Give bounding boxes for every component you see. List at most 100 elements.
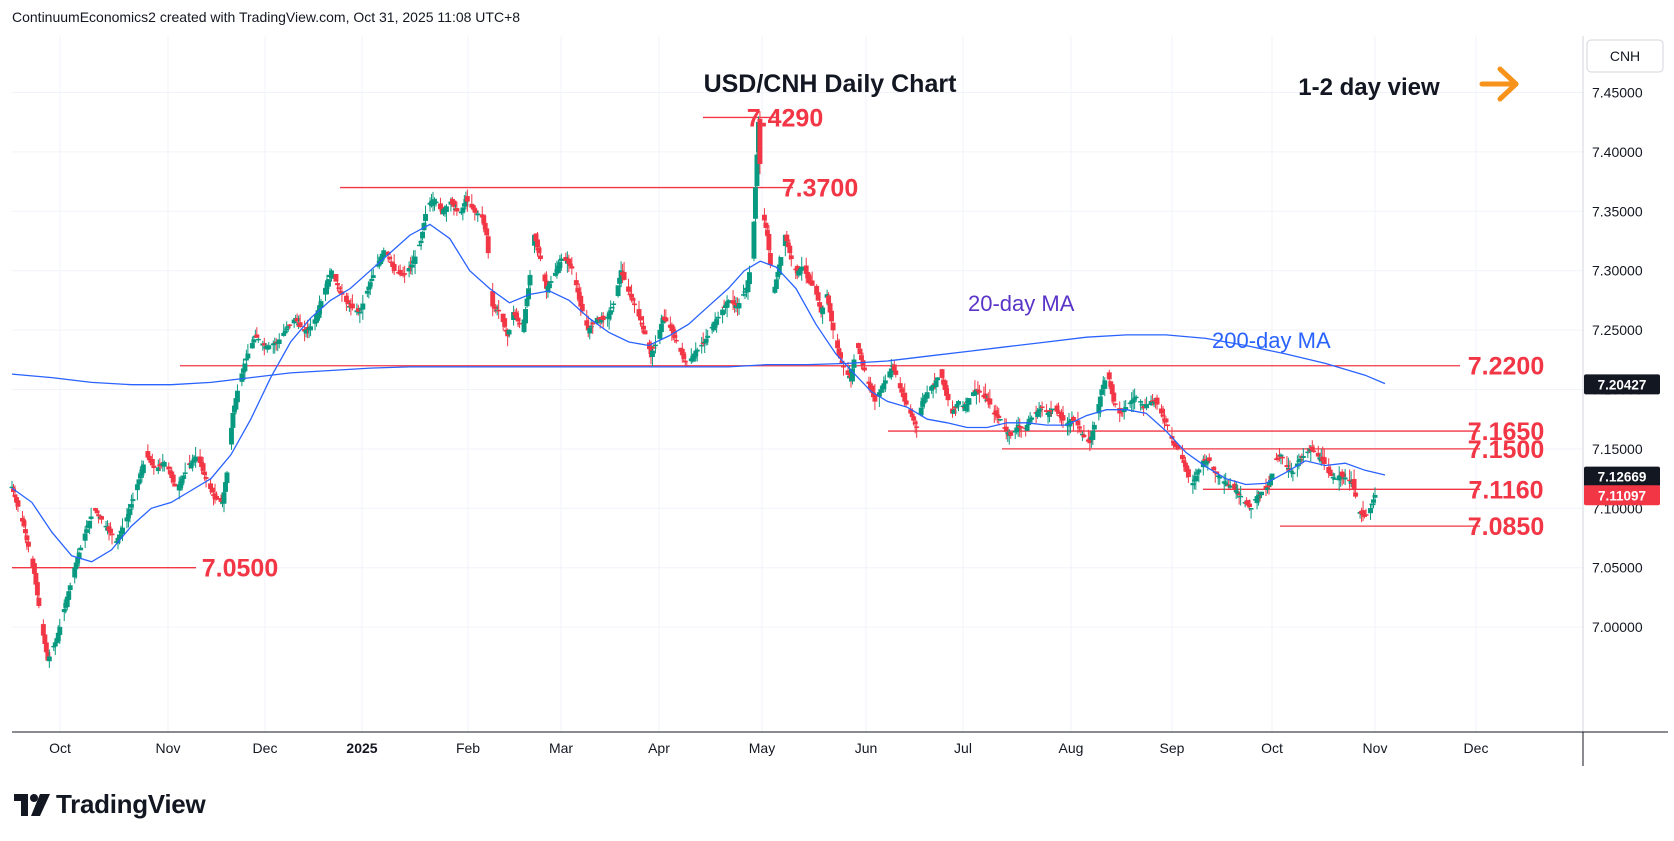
candle-body — [857, 348, 863, 355]
candle-body — [558, 258, 564, 261]
candle-body — [420, 231, 425, 239]
candle-body — [387, 256, 393, 260]
candle-body — [799, 266, 805, 271]
candle-body — [761, 214, 767, 221]
level-label: 7.1160 — [1468, 476, 1543, 504]
candle-body — [87, 520, 93, 529]
candle-body — [409, 264, 415, 268]
candle-body — [672, 334, 678, 338]
candle-body — [1259, 491, 1264, 496]
candle-body — [1332, 478, 1338, 480]
candle-body — [202, 471, 208, 475]
candle-body — [128, 504, 134, 508]
candle-body — [921, 398, 927, 404]
candle-body — [134, 484, 140, 491]
candle-body — [94, 510, 100, 514]
candle-body — [493, 306, 499, 309]
candle-body — [1018, 426, 1024, 429]
candle-body — [897, 383, 903, 389]
candle-body — [515, 317, 521, 322]
candle-body — [1211, 466, 1217, 470]
candle-body — [629, 293, 634, 298]
candle-body — [1369, 503, 1375, 506]
candle-body — [573, 280, 579, 286]
candle-body — [872, 394, 878, 402]
moving-averages — [11, 223, 1386, 563]
candle-body — [933, 380, 939, 388]
candle-body — [99, 516, 105, 520]
candle-body — [46, 656, 52, 662]
candle-body — [1060, 415, 1066, 421]
candle-body — [1185, 469, 1191, 478]
candle-body — [1076, 426, 1082, 429]
candle-body — [230, 413, 236, 428]
chart-grid — [12, 36, 1583, 732]
candle-body — [355, 308, 361, 312]
candle-body — [303, 329, 309, 334]
candle-body — [535, 239, 540, 248]
candle-body — [567, 263, 573, 267]
candle-body — [255, 338, 261, 341]
candle-body — [1039, 406, 1045, 408]
candle-body — [1353, 492, 1359, 497]
candle-body — [1256, 494, 1262, 499]
candle-body — [326, 279, 331, 287]
candle-body — [276, 339, 282, 344]
candle-body — [1248, 508, 1254, 510]
candle-body — [454, 208, 460, 212]
candle-body — [243, 358, 249, 361]
candle-body — [61, 609, 67, 613]
candle-body — [1330, 476, 1336, 479]
candle-body — [460, 207, 466, 213]
price-tag-label: 7.12669 — [1598, 470, 1647, 485]
candle-body — [234, 390, 240, 403]
candle-body — [1341, 473, 1347, 478]
candle-body — [935, 377, 941, 381]
candle-body — [1279, 456, 1285, 459]
candle-body — [1132, 398, 1138, 400]
candle-body — [1097, 396, 1103, 407]
candle-body — [43, 642, 49, 653]
candle-body — [1227, 485, 1233, 488]
price-tag-box — [1584, 374, 1660, 395]
candle-body — [166, 466, 172, 470]
x-tick-label: Feb — [456, 740, 480, 756]
candle-body — [221, 492, 227, 504]
chart-attribution: ContinuumEconomics2 created with Trading… — [12, 9, 521, 25]
candle-body — [1351, 478, 1357, 490]
candle-body — [784, 234, 790, 242]
candle-body — [766, 234, 772, 251]
x-tick-label: Jul — [954, 740, 972, 756]
candle-body — [966, 398, 972, 405]
candle-body — [1305, 451, 1311, 454]
candle-body — [284, 328, 290, 330]
candle-body — [34, 582, 40, 596]
candle-body — [517, 322, 523, 325]
candle-body — [726, 300, 732, 304]
candle-body — [1075, 420, 1081, 426]
candle-body — [741, 294, 746, 296]
level-label: 7.4290 — [747, 104, 823, 132]
candle-body — [181, 475, 187, 479]
candle-body — [939, 369, 945, 378]
symbol-box[interactable]: CNH — [1586, 39, 1664, 73]
candle-body — [632, 303, 637, 306]
candle-body — [536, 247, 542, 254]
tradingview-logo[interactable]: TradingView — [14, 789, 206, 820]
candle-body — [548, 281, 554, 283]
candle-body — [506, 329, 512, 335]
candle-body — [1233, 490, 1239, 493]
level-label: 7.1650 — [1468, 418, 1544, 446]
candle-body — [815, 292, 821, 301]
candle-body — [136, 479, 142, 485]
level-label: 7.1500 — [1468, 436, 1544, 464]
candle-body — [1363, 514, 1369, 516]
arrow-right-icon — [1479, 66, 1519, 102]
candle-body — [1206, 457, 1212, 462]
candle-body — [108, 528, 113, 533]
candle-body — [423, 214, 428, 221]
candle-body — [609, 306, 615, 309]
candle-body — [1311, 450, 1317, 453]
candle-body — [638, 316, 643, 321]
